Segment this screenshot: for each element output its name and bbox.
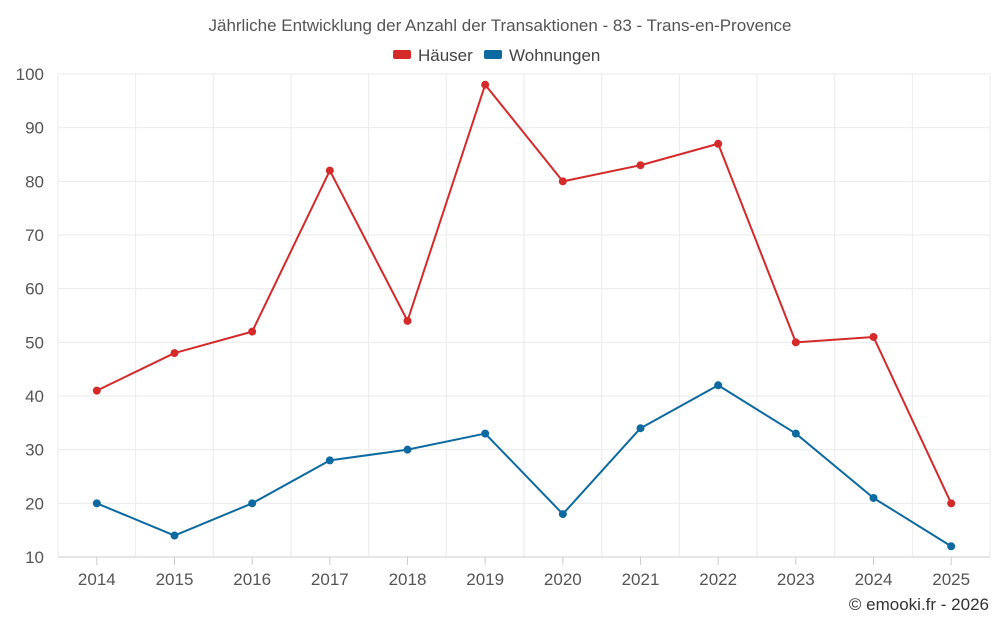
x-tick-label: 2021	[622, 570, 660, 589]
legend-swatch-wohnungen	[484, 50, 502, 59]
y-tick-label: 50	[25, 333, 44, 352]
x-tick-label: 2022	[699, 570, 737, 589]
data-point-haeuser[interactable]	[714, 139, 723, 148]
series-line-wohnungen	[96, 384, 952, 548]
series	[92, 80, 956, 551]
x-tick-label: 2015	[156, 570, 194, 589]
y-tick-label: 30	[25, 441, 44, 460]
y-tick-label: 20	[25, 494, 44, 513]
legend-label-haeuser: Häuser	[418, 46, 473, 65]
legend-label-wohnungen: Wohnungen	[509, 46, 600, 65]
data-point-haeuser[interactable]	[92, 386, 101, 395]
data-point-haeuser[interactable]	[248, 327, 257, 336]
grid	[57, 73, 991, 558]
y-tick-label: 40	[25, 387, 44, 406]
data-point-haeuser[interactable]	[791, 338, 800, 347]
data-point-wohnungen[interactable]	[791, 429, 800, 438]
x-tick-label: 2019	[466, 570, 504, 589]
data-point-wohnungen[interactable]	[947, 542, 956, 551]
x-tick-label: 2023	[777, 570, 815, 589]
data-point-wohnungen[interactable]	[481, 429, 490, 438]
legend: Häuser Wohnungen	[393, 46, 600, 65]
y-tick-label: 80	[25, 172, 44, 191]
y-tick-label: 100	[16, 65, 44, 84]
legend-item-haeuser[interactable]: Häuser	[393, 46, 473, 65]
data-point-haeuser[interactable]	[170, 349, 179, 358]
credit-text: © emooki.fr - 2026	[849, 595, 989, 614]
data-point-wohnungen[interactable]	[403, 445, 412, 454]
series-line-haeuser	[96, 83, 953, 504]
data-point-wohnungen[interactable]	[714, 381, 723, 390]
y-tick-label: 90	[25, 119, 44, 138]
data-point-haeuser[interactable]	[869, 332, 878, 341]
data-point-wohnungen[interactable]	[558, 510, 567, 519]
data-point-haeuser[interactable]	[558, 177, 567, 186]
data-point-haeuser[interactable]	[403, 316, 412, 325]
x-tick-label: 2017	[311, 570, 349, 589]
chart-title: Jährliche Entwicklung der Anzahl der Tra…	[208, 16, 791, 35]
x-tick-label: 2024	[855, 570, 893, 589]
x-tick-label: 2020	[544, 570, 582, 589]
legend-swatch-haeuser	[393, 50, 411, 59]
x-tick-label: 2016	[233, 570, 271, 589]
x-tick-label: 2014	[78, 570, 116, 589]
y-tick-label: 70	[25, 226, 44, 245]
data-point-wohnungen[interactable]	[869, 493, 878, 502]
x-tick-label: 2018	[389, 570, 427, 589]
data-point-wohnungen[interactable]	[248, 499, 257, 508]
data-point-haeuser[interactable]	[325, 166, 334, 175]
y-tick-label: 10	[25, 548, 44, 567]
data-point-haeuser[interactable]	[636, 161, 645, 170]
data-point-wohnungen[interactable]	[325, 456, 334, 465]
data-point-wohnungen[interactable]	[636, 424, 645, 433]
data-point-haeuser[interactable]	[481, 80, 490, 89]
y-tick-label: 60	[25, 280, 44, 299]
data-point-haeuser[interactable]	[947, 499, 956, 508]
data-point-wohnungen[interactable]	[170, 531, 179, 540]
data-point-wohnungen[interactable]	[92, 499, 101, 508]
x-tick-label: 2025	[932, 570, 970, 589]
legend-item-wohnungen[interactable]: Wohnungen	[484, 46, 600, 65]
axes: 10 20 30 40 50 60 70 80 90 100 2014 2015 2016 2017 201…	[16, 65, 970, 589]
